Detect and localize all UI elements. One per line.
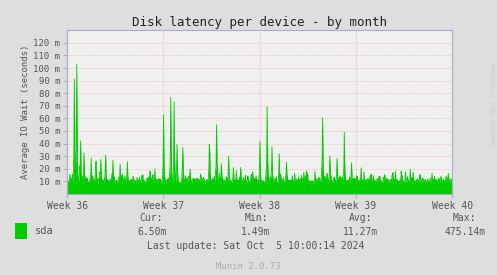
Text: sda: sda	[35, 226, 54, 236]
Y-axis label: Average IO Wait (seconds): Average IO Wait (seconds)	[21, 45, 30, 179]
Text: Max:: Max:	[453, 213, 477, 223]
Text: 11.27m: 11.27m	[343, 227, 378, 237]
Text: 475.14m: 475.14m	[444, 227, 485, 237]
Text: Munin 2.0.73: Munin 2.0.73	[216, 262, 281, 271]
Title: Disk latency per device - by month: Disk latency per device - by month	[132, 16, 387, 29]
Text: RRDTOOL / TOBI OETIKER: RRDTOOL / TOBI OETIKER	[490, 63, 495, 146]
Text: 6.50m: 6.50m	[137, 227, 166, 237]
Text: Min:: Min:	[244, 213, 268, 223]
Text: 1.49m: 1.49m	[241, 227, 271, 237]
Text: Cur:: Cur:	[140, 213, 164, 223]
Text: Last update: Sat Oct  5 10:00:14 2024: Last update: Sat Oct 5 10:00:14 2024	[147, 241, 365, 251]
Text: Avg:: Avg:	[348, 213, 372, 223]
